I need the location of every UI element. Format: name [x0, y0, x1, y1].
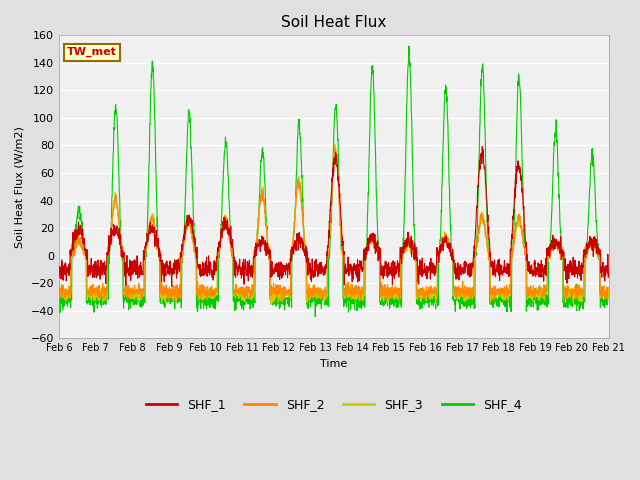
SHF_3 [331, 141, 339, 147]
SHF_3 [267, 301, 275, 307]
Text: TW_met: TW_met [67, 47, 117, 57]
SHF_4 [350, 300, 358, 306]
SHF_4 [55, 296, 63, 301]
SHF_1 [209, 268, 216, 274]
SHF_3 [572, 287, 580, 293]
SHF_2 [605, 286, 612, 291]
SHF_1 [557, 243, 564, 249]
Y-axis label: Soil Heat Flux (W/m2): Soil Heat Flux (W/m2) [15, 126, 25, 248]
SHF_3 [494, 293, 502, 299]
SHF_3 [605, 288, 612, 293]
SHF_1 [168, 284, 175, 289]
SHF_2 [209, 289, 216, 295]
Title: Soil Heat Flux: Soil Heat Flux [281, 15, 387, 30]
SHF_4 [362, 251, 369, 256]
SHF_2 [494, 286, 502, 292]
SHF_1 [479, 144, 486, 149]
SHF_2 [55, 281, 63, 287]
SHF_3 [350, 292, 358, 298]
SHF_2 [278, 299, 285, 305]
SHF_1 [494, 258, 502, 264]
SHF_2 [362, 252, 370, 257]
SHF_1 [572, 271, 580, 277]
X-axis label: Time: Time [320, 359, 348, 369]
SHF_3 [209, 287, 216, 292]
SHF_4 [605, 295, 612, 300]
Line: SHF_4: SHF_4 [59, 46, 609, 317]
Legend: SHF_1, SHF_2, SHF_3, SHF_4: SHF_1, SHF_2, SHF_3, SHF_4 [141, 393, 527, 416]
SHF_2 [331, 145, 339, 151]
SHF_4 [209, 291, 216, 297]
SHF_1 [350, 266, 358, 272]
SHF_4 [557, 230, 564, 236]
SHF_4 [312, 314, 319, 320]
SHF_1 [55, 270, 63, 276]
SHF_1 [605, 269, 612, 275]
SHF_4 [494, 299, 502, 304]
Line: SHF_1: SHF_1 [59, 146, 609, 287]
SHF_4 [405, 43, 413, 49]
SHF_2 [572, 291, 580, 297]
SHF_2 [350, 291, 358, 297]
SHF_4 [572, 300, 580, 305]
SHF_3 [362, 249, 370, 254]
Line: SHF_2: SHF_2 [59, 148, 609, 302]
SHF_2 [557, 257, 564, 263]
Line: SHF_3: SHF_3 [59, 144, 609, 304]
SHF_1 [362, 257, 369, 263]
SHF_3 [55, 290, 63, 296]
SHF_3 [557, 248, 564, 253]
